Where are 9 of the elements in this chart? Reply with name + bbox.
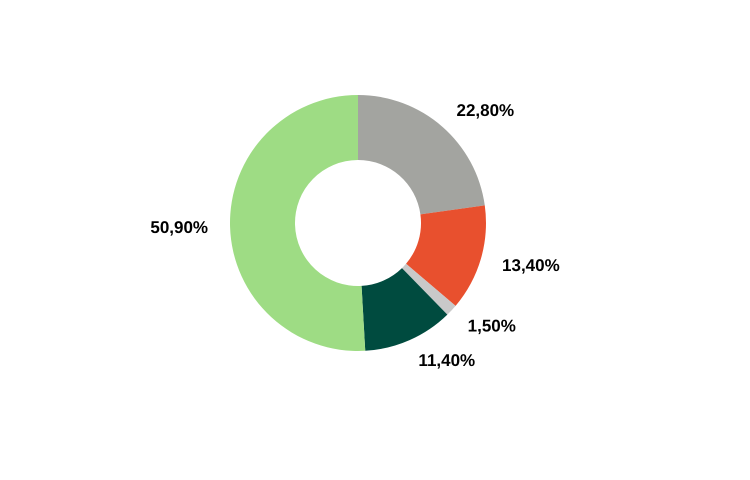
data-label: 22,80%	[456, 100, 514, 120]
donut-slice	[230, 95, 366, 351]
data-label: 50,90%	[150, 218, 208, 238]
donut-slice	[362, 268, 448, 351]
donut-slice	[406, 205, 486, 306]
data-label: 1,50%	[468, 316, 516, 336]
data-label: 13,40%	[502, 256, 560, 275]
data-label: 11,40%	[418, 351, 476, 370]
donut-slice	[402, 264, 456, 315]
